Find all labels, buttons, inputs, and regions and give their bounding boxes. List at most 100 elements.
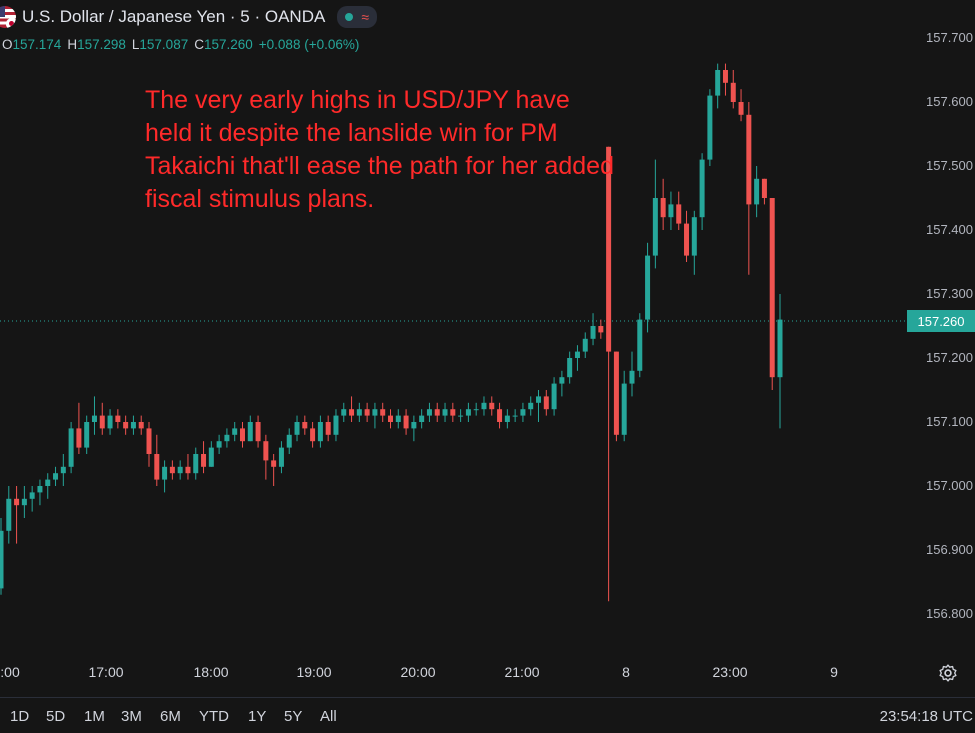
- candle-body: [645, 255, 651, 320]
- candle-body: [691, 217, 697, 256]
- candle-body: [372, 409, 378, 416]
- time-tick-label: 8: [622, 664, 630, 680]
- candle-body: [255, 422, 261, 442]
- candle-body: [130, 422, 136, 429]
- range-button-1d[interactable]: 1D: [10, 708, 30, 725]
- bottom-toolbar: 1D 5D 1M 3M 6M YTD 1Y 5Y All 23:54:18 UTC: [0, 697, 975, 733]
- price-tick-label: 156.800: [926, 606, 973, 621]
- candle-body: [239, 428, 245, 442]
- price-tick-label: 157.600: [926, 94, 973, 109]
- candle-body: [317, 422, 323, 442]
- candle-body: [278, 447, 284, 467]
- range-button-5d[interactable]: 5D: [46, 708, 66, 725]
- change-value: +0.088 (+0.06%): [258, 37, 360, 52]
- candle-body: [14, 498, 20, 506]
- candle-body: [434, 409, 440, 416]
- last-price-tag: 157.260: [907, 310, 975, 332]
- price-tick-label: 156.900: [926, 542, 973, 557]
- candle-body: [115, 415, 121, 422]
- candle-body: [543, 396, 549, 410]
- candle-body: [419, 415, 425, 422]
- settings-icon[interactable]: [938, 663, 958, 683]
- wave-icon: ≈: [361, 9, 369, 25]
- candle-body: [668, 204, 674, 218]
- candle-body: [528, 402, 534, 410]
- candle-body: [341, 409, 347, 416]
- candle-body: [629, 370, 635, 384]
- candle-body: [60, 466, 66, 474]
- candle-body: [263, 441, 269, 461]
- open-label: O: [2, 37, 13, 52]
- candle-body: [232, 428, 238, 435]
- time-tick-label: 23:00: [712, 664, 748, 680]
- close-label: C: [194, 37, 204, 52]
- candle-body: [699, 159, 705, 218]
- candle-body: [582, 338, 588, 352]
- range-button-6m[interactable]: 6M: [160, 708, 181, 725]
- candle-body: [684, 223, 690, 256]
- candle-body: [458, 415, 464, 417]
- candle-body: [403, 415, 409, 429]
- range-button-3m[interactable]: 3M: [121, 708, 142, 725]
- candle-body: [746, 114, 752, 205]
- candle-body: [715, 70, 721, 96]
- time-tick-label: 19:00: [296, 664, 332, 680]
- range-button-1m[interactable]: 1M: [84, 708, 105, 725]
- candle-body: [411, 422, 417, 429]
- candle-body: [481, 402, 487, 410]
- range-button-all[interactable]: All: [320, 708, 337, 725]
- candle-body: [738, 102, 744, 115]
- candle-body: [333, 415, 339, 435]
- symbol-title[interactable]: U.S. Dollar / Japanese Yen · 5 · OANDA: [22, 7, 326, 26]
- candle-body: [107, 415, 113, 429]
- candle-body: [660, 198, 666, 218]
- candle-body: [574, 351, 580, 358]
- candle-body: [559, 377, 565, 384]
- time-tick-label: 21:00: [504, 664, 540, 680]
- candle-body: [21, 498, 27, 506]
- candle-body: [489, 402, 495, 410]
- time-tick-label: 18:00: [193, 664, 229, 680]
- candle-body: [37, 486, 43, 493]
- candle-body: [84, 422, 90, 448]
- candle-body: [68, 428, 74, 467]
- candle-body: [286, 434, 292, 448]
- range-button-1y[interactable]: 1Y: [248, 708, 267, 725]
- candle-body: [473, 409, 479, 411]
- range-button-5y[interactable]: 5Y: [284, 708, 303, 725]
- candle-body: [76, 428, 82, 448]
- candle-body: [621, 383, 627, 435]
- candle-body: [364, 409, 370, 416]
- candle-body: [606, 146, 612, 352]
- price-tick-label: 157.300: [926, 286, 973, 301]
- candle-body: [388, 415, 393, 422]
- low-label: L: [131, 37, 140, 52]
- time-tick-label: 17:00: [88, 664, 124, 680]
- price-tick-label: 157.000: [926, 478, 973, 493]
- candle-body: [512, 415, 518, 417]
- candle-body: [504, 415, 510, 422]
- candle-body: [29, 492, 35, 499]
- candle-body: [356, 409, 362, 416]
- candle-body: [6, 498, 12, 531]
- candle-body: [567, 358, 573, 378]
- market-status-pill[interactable]: ≈: [337, 6, 377, 28]
- candle-body: [497, 409, 503, 422]
- candle-body: [310, 428, 316, 442]
- open-value: 157.174: [12, 37, 62, 52]
- candle-body: [302, 422, 308, 429]
- market-open-icon: [345, 13, 354, 21]
- candle-body: [216, 441, 222, 448]
- candle-body: [707, 95, 713, 160]
- time-tick-label: 9: [830, 664, 838, 680]
- candle-body: [637, 319, 643, 371]
- range-button-ytd[interactable]: YTD: [199, 708, 229, 725]
- candle-body: [154, 454, 160, 480]
- candle-body: [247, 422, 253, 442]
- candle-body: [201, 454, 207, 467]
- candle-body: [395, 415, 401, 422]
- candle-body: [380, 409, 386, 416]
- utc-clock[interactable]: 23:54:18 UTC: [879, 708, 973, 725]
- candle-body: [613, 351, 619, 435]
